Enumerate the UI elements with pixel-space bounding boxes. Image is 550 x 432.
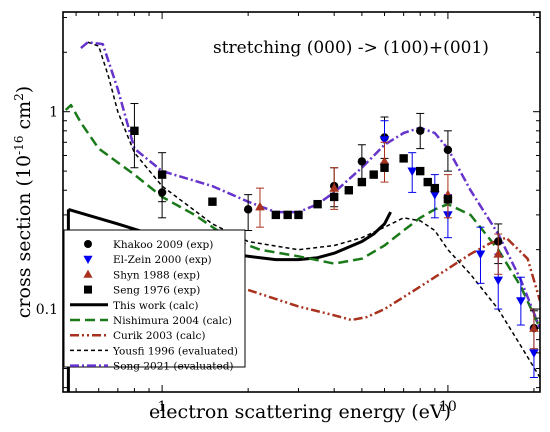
legend-box	[63, 229, 246, 368]
data-point-square	[130, 126, 139, 136]
data-point-square	[294, 210, 303, 220]
series-line-curik-2003-calc	[247, 236, 540, 322]
legend-label-shyn-1988-exp: Shyn 1988 (exp)	[113, 269, 200, 281]
data-point-triangle-up	[493, 249, 504, 258]
data-point-square	[369, 170, 378, 179]
data-point-triangle-down	[493, 276, 504, 286]
data-point-triangle-down	[516, 297, 526, 306]
legend-label-seng-1976-exp: Seng 1976 (exp)	[113, 285, 200, 297]
legend-label-curik-2003-calc: Curik 2003 (calc)	[113, 330, 206, 342]
data-point-square	[344, 186, 353, 195]
x-axis-label: electron scattering energy (eV)	[149, 401, 451, 423]
y-tick-label: 1	[49, 105, 58, 121]
data-point-square	[157, 170, 167, 179]
data-point-square	[313, 199, 322, 209]
data-point-triangle-up	[379, 156, 390, 165]
data-point-square	[283, 210, 292, 220]
data-point-triangle-down	[430, 191, 440, 200]
x-tick-label: 10	[439, 399, 457, 415]
series-line-song-2021-evaluated	[80, 40, 540, 329]
data-point-square	[423, 177, 432, 187]
legend-label-song-2021-evaluated: Song 2021 (evaluated)	[113, 361, 234, 373]
data-point-square	[329, 192, 339, 202]
chart-annotation: stretching (000) -> (100)+(001)	[213, 38, 489, 58]
x-tick-label: 1	[158, 399, 167, 415]
y-tick-label: 0.1	[36, 302, 58, 318]
series-points-shyn-1988-exp	[255, 141, 539, 350]
data-point-triangle-up	[329, 183, 339, 192]
data-point-square	[399, 154, 408, 163]
data-point-circle	[416, 126, 425, 136]
legend-label-yousfi-1996-evaluated: Yousfi 1996 (evaluated)	[112, 345, 238, 357]
data-point-square	[380, 163, 389, 172]
data-point-triangle-down	[407, 167, 418, 177]
legend: Khakoo 2009 (exp) El-Zein 2000 (exp) Shyn …	[63, 229, 246, 373]
series-line-nishimura-2004-calc	[64, 103, 540, 329]
data-point-circle	[243, 205, 253, 214]
data-point-square	[208, 197, 217, 206]
data-point-triangle-down	[529, 349, 539, 358]
y-axis-label: cross section (10-16 cm2)	[12, 86, 35, 318]
data-point-square	[271, 210, 281, 220]
data-point-triangle-down	[475, 250, 486, 260]
series-line-yousfi-1996-evaluated	[87, 41, 540, 378]
legend-marker-el-zein-2000-exp	[83, 255, 93, 264]
legend-marker-seng-1976-exp	[84, 285, 92, 294]
legend-label-el-zein-2000-exp: El-Zein 2000 (exp)	[113, 254, 212, 266]
data-point-square	[443, 195, 453, 204]
series-points-seng-1976-exp	[130, 103, 453, 220]
data-point-triangle-down	[379, 136, 390, 145]
data-point-circle	[357, 157, 367, 166]
legend-label-nishimura-2004-calc: Nishimura 2004 (calc)	[113, 315, 232, 327]
legend-marker-shyn-1988-exp	[83, 269, 93, 278]
legend-label-khakoo-2009-exp: Khakoo 2009 (exp)	[113, 239, 213, 251]
ticks-layer: 1 10 0.1 1	[36, 12, 540, 415]
data-point-triangle-up	[529, 323, 539, 332]
data-point-square	[357, 177, 367, 187]
data-point-square	[430, 183, 440, 193]
legend-label-this-work-calc: This work (calc)	[113, 300, 198, 312]
data-point-circle	[443, 145, 453, 155]
plot-frame	[62, 11, 541, 393]
legend-marker-khakoo-2009-exp	[84, 240, 92, 248]
data-point-square	[416, 166, 425, 176]
data-point-triangle-up	[255, 201, 265, 211]
